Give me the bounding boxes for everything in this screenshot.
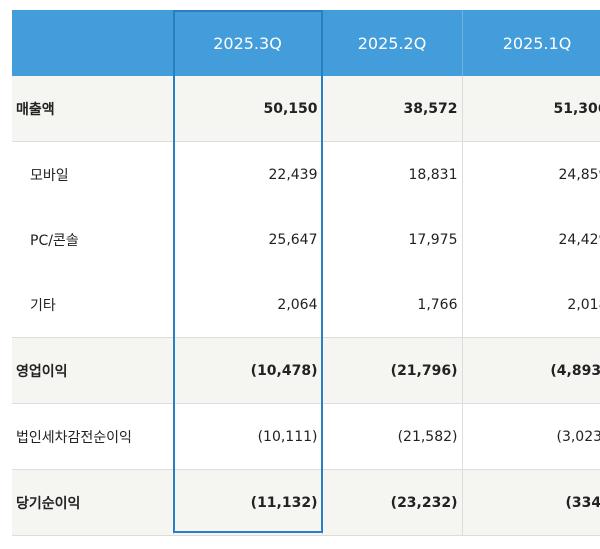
cell: 2,018 [462, 272, 600, 338]
row-net-income: 당기순이익 (11,132) (23,232) (334) [12, 469, 600, 536]
row-revenue: 매출액 50,150 38,572 51,306 [12, 76, 600, 142]
cell: 24,859 [462, 141, 600, 207]
header-blank [12, 10, 174, 76]
row-pc-console: PC/콘솔 25,647 17,975 24,429 [12, 207, 600, 272]
cell: 24,429 [462, 207, 600, 272]
cell: 22,439 [173, 141, 323, 207]
cell: 1,766 [322, 272, 463, 338]
row-label: 당기순이익 [12, 469, 174, 536]
cell: (10,478) [173, 337, 323, 404]
header-2025-2q: 2025.2Q [322, 10, 463, 76]
cell: 17,975 [322, 207, 463, 272]
cell: 25,647 [173, 207, 323, 272]
cell: (11,132) [173, 469, 323, 536]
cell: (334) [462, 469, 600, 536]
row-pretax-income: 법인세차감전순이익 (10,111) (21,582) (3,023) [12, 403, 600, 470]
row-label: 모바일 [12, 141, 174, 207]
cell: (23,232) [322, 469, 463, 536]
cell: 18,831 [322, 141, 463, 207]
row-label: PC/콘솔 [12, 207, 174, 272]
cell: 51,306 [462, 76, 600, 142]
financial-table-container: 2025.3Q 2025.2Q 2025.1Q 매출액 50,150 38,57… [12, 10, 600, 536]
cell: (21,582) [322, 403, 463, 470]
row-label: 영업이익 [12, 337, 174, 404]
cell: (10,111) [173, 403, 323, 470]
row-label: 법인세차감전순이익 [12, 403, 174, 470]
cell: (21,796) [322, 337, 463, 404]
cell: 50,150 [173, 76, 323, 142]
row-other: 기타 2,064 1,766 2,018 [12, 272, 600, 338]
header-2025-3q: 2025.3Q [173, 10, 323, 76]
cell: 38,572 [322, 76, 463, 142]
header-row: 2025.3Q 2025.2Q 2025.1Q [12, 10, 600, 76]
row-operating-income: 영업이익 (10,478) (21,796) (4,893) [12, 337, 600, 404]
financial-table: 2025.3Q 2025.2Q 2025.1Q 매출액 50,150 38,57… [12, 10, 600, 536]
cell: (3,023) [462, 403, 600, 470]
cell: 2,064 [173, 272, 323, 338]
row-label: 매출액 [12, 76, 174, 142]
cell: (4,893) [462, 337, 600, 404]
row-label: 기타 [12, 272, 174, 338]
row-mobile: 모바일 22,439 18,831 24,859 [12, 141, 600, 207]
header-2025-1q: 2025.1Q [462, 10, 600, 76]
